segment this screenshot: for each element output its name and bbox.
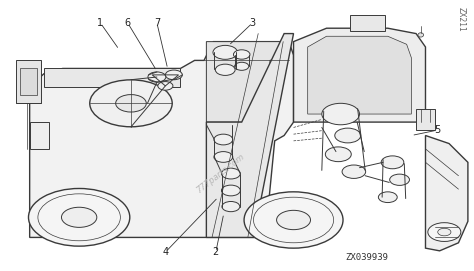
Polygon shape — [30, 122, 48, 149]
Text: 7: 7 — [154, 18, 160, 28]
Ellipse shape — [335, 128, 361, 143]
Text: 777parts.com: 777parts.com — [195, 151, 246, 195]
Polygon shape — [308, 36, 411, 114]
Ellipse shape — [116, 95, 146, 112]
Ellipse shape — [322, 103, 359, 125]
Ellipse shape — [378, 192, 397, 202]
Bar — [16, 60, 41, 103]
Polygon shape — [293, 28, 426, 122]
Polygon shape — [206, 34, 293, 237]
Ellipse shape — [390, 174, 410, 185]
Ellipse shape — [28, 188, 130, 246]
Text: 2: 2 — [213, 247, 219, 257]
Ellipse shape — [418, 33, 424, 37]
Text: ZX211: ZX211 — [456, 7, 465, 31]
Ellipse shape — [234, 50, 250, 59]
Ellipse shape — [213, 45, 237, 59]
Polygon shape — [44, 69, 181, 87]
Bar — [20, 69, 36, 95]
Ellipse shape — [342, 165, 365, 178]
Ellipse shape — [165, 70, 182, 80]
Text: 1: 1 — [97, 18, 103, 28]
Ellipse shape — [215, 64, 235, 75]
Ellipse shape — [428, 223, 461, 241]
Ellipse shape — [381, 156, 404, 169]
Polygon shape — [206, 42, 289, 122]
Ellipse shape — [325, 147, 351, 162]
Text: 6: 6 — [125, 18, 131, 28]
Polygon shape — [426, 136, 468, 251]
Ellipse shape — [62, 207, 97, 227]
Ellipse shape — [244, 192, 343, 248]
Text: 4: 4 — [162, 247, 168, 257]
Ellipse shape — [277, 210, 310, 230]
Ellipse shape — [214, 151, 233, 162]
Ellipse shape — [90, 80, 172, 127]
Polygon shape — [416, 109, 435, 130]
Ellipse shape — [158, 82, 173, 90]
Ellipse shape — [221, 185, 240, 196]
Ellipse shape — [214, 134, 233, 145]
Bar — [350, 15, 385, 31]
Polygon shape — [30, 42, 293, 237]
Text: 3: 3 — [249, 18, 255, 28]
Text: ZX039939: ZX039939 — [346, 253, 388, 262]
Ellipse shape — [221, 168, 240, 179]
Ellipse shape — [235, 62, 249, 70]
Text: 5: 5 — [434, 125, 440, 135]
Ellipse shape — [148, 72, 166, 82]
Ellipse shape — [438, 228, 451, 236]
Ellipse shape — [222, 201, 240, 212]
